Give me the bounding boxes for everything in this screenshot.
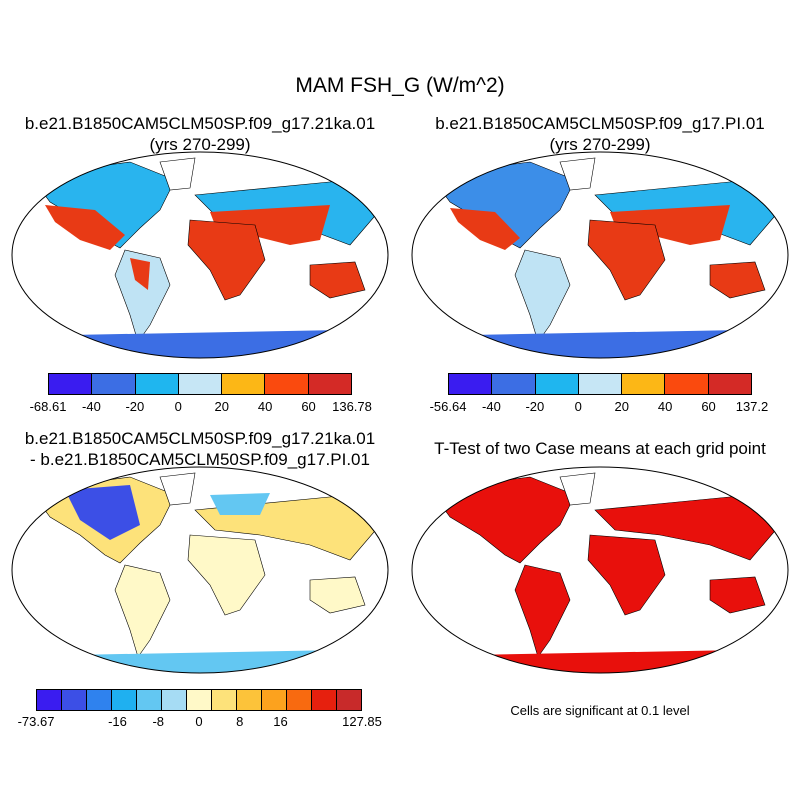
colorbar-3-cell [337, 690, 361, 710]
colorbar-1-cell [92, 374, 136, 394]
colorbar-1-cell [178, 374, 223, 394]
colorbar-1-label: 40 [257, 399, 273, 414]
map-panel-4 [411, 466, 789, 674]
map-panel-3-land [29, 472, 381, 673]
colorbar-3-cell [187, 690, 212, 710]
map-panel-1 [11, 151, 389, 359]
colorbar-3-cell [87, 690, 112, 710]
colorbar-3-cell [212, 690, 237, 710]
colorbar-1-label: 136.78 [332, 399, 372, 414]
colorbar-panel-2 [448, 373, 752, 395]
colorbar-2-label: 137.2 [735, 399, 769, 414]
colorbar-panel-2-labels: -56.64 -40 -20 0 20 40 60 137.2 [430, 399, 769, 415]
panel-3-title-line1: b.e21.B1850CAM5CLM50SP.f09_g17.21ka.01 [24, 429, 376, 448]
colorbar-1-label: 0 [174, 399, 182, 414]
colorbar-3-cell [287, 690, 312, 710]
colorbar-1-cell [222, 374, 266, 394]
colorbar-1-label: 60 [301, 399, 316, 414]
panel-3-title-line2: - b.e21.B1850CAM5CLM50SP.f09_g17.PI.01 [30, 450, 370, 469]
panel-4-title-line1: T-Test of two Case means at each grid po… [434, 439, 766, 458]
colorbar-2-cell [492, 374, 536, 394]
figure-title: MAM FSH_G (W/m^2) [295, 74, 505, 97]
colorbar-3-cell [162, 690, 187, 710]
colorbar-3-label: -73.67 [17, 714, 55, 729]
colorbar-2-label: 60 [701, 399, 716, 414]
colorbar-1-cell [135, 374, 179, 394]
colorbar-2-cell [622, 374, 666, 394]
colorbar-panel-1-labels: -68.61 -40 -20 0 20 40 60 136.78 [30, 399, 372, 415]
panel-2-title-line2: (yrs 270-299) [549, 135, 651, 154]
significance-note: Cells are significant at 0.1 level [510, 703, 690, 718]
panel-4-title: T-Test of two Case means at each grid po… [400, 438, 800, 459]
panel-3-title: b.e21.B1850CAM5CLM50SP.f09_g17.21ka.01 -… [0, 428, 400, 470]
colorbar-2-cell [449, 374, 493, 394]
panel-1-title-line1: b.e21.B1850CAM5CLM50SP.f09_g17.21ka.01 [24, 114, 376, 133]
colorbar-3-cell [312, 690, 337, 710]
colorbar-3-label: 127.85 [342, 714, 382, 729]
colorbar-3-cell [237, 690, 262, 710]
colorbar-3-cell [262, 690, 287, 710]
colorbar-2-cell [665, 374, 709, 394]
colorbar-3-label: 0 [195, 714, 203, 729]
colorbar-1-label: -20 [125, 399, 145, 414]
map-panel-4-land [429, 472, 781, 673]
colorbar-1-cell [49, 374, 93, 394]
colorbar-2-label: -20 [525, 399, 545, 414]
panel-1-title-line2: (yrs 270-299) [149, 135, 251, 154]
colorbar-3-cell [137, 690, 162, 710]
colorbar-1-cell [308, 374, 351, 394]
panel-2-title-line1: b.e21.B1850CAM5CLM50SP.f09_g17.PI.01 [435, 114, 765, 133]
colorbar-2-label: 20 [614, 399, 629, 414]
panel-2-title: b.e21.B1850CAM5CLM50SP.f09_g17.PI.01 (yr… [400, 113, 800, 155]
colorbar-3-label: 8 [236, 714, 244, 729]
colorbar-2-label: 40 [657, 399, 673, 414]
colorbar-1-label: 20 [214, 399, 229, 414]
colorbar-3-cell [112, 690, 137, 710]
colorbar-1-label: -40 [82, 399, 101, 414]
colorbar-1-cell [265, 374, 309, 394]
map-panel-2-land [429, 157, 781, 358]
colorbar-1-label: -68.61 [29, 399, 67, 414]
map-panel-1-land [29, 157, 381, 358]
colorbar-3-label: 16 [273, 714, 288, 729]
colorbar-3-label: -8 [152, 714, 165, 729]
colorbar-panel-3-labels: -73.67 -16 -8 0 8 16 127.85 [18, 714, 382, 730]
colorbar-2-label: -56.64 [429, 399, 467, 414]
colorbar-2-cell [708, 374, 751, 394]
panel-1-title: b.e21.B1850CAM5CLM50SP.f09_g17.21ka.01 (… [0, 113, 400, 155]
colorbar-3-cell [37, 690, 62, 710]
colorbar-3-label: -16 [108, 714, 127, 729]
colorbar-2-label: -40 [482, 399, 501, 414]
map-panel-3 [11, 466, 389, 674]
colorbar-2-cell [578, 374, 623, 394]
colorbar-2-cell [535, 374, 579, 394]
colorbar-3-cell [62, 690, 87, 710]
colorbar-panel-3 [36, 689, 362, 711]
colorbar-2-label: 0 [574, 399, 582, 414]
map-panel-2 [411, 151, 789, 359]
colorbar-panel-1 [48, 373, 352, 395]
